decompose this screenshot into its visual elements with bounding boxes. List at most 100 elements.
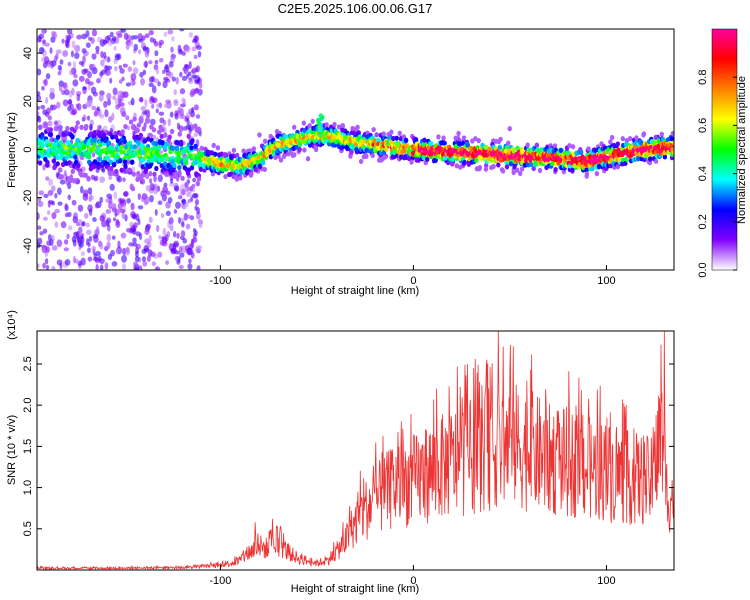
spectrogram-cell bbox=[139, 71, 144, 78]
spectrogram-cell bbox=[37, 160, 43, 166]
spectrogram-cell bbox=[177, 195, 183, 200]
spectrogram-cell bbox=[154, 209, 158, 216]
spectrogram-cell bbox=[60, 161, 66, 168]
spectrogram-cell bbox=[173, 100, 179, 107]
spectrogram-cell bbox=[119, 144, 124, 150]
spectrogram-cell bbox=[56, 259, 63, 266]
spectrogram-cell bbox=[193, 132, 198, 137]
spectrogram-cell bbox=[497, 145, 502, 151]
spectrogram-ylabel: Frequency (Hz) bbox=[6, 112, 18, 188]
spectrogram-cell bbox=[131, 124, 136, 131]
spectrogram-xlabel: Height of straight line (km) bbox=[291, 285, 419, 297]
spectrogram-cell bbox=[78, 226, 83, 234]
spectrogram-cell bbox=[141, 126, 147, 132]
y-tick-label: 40 bbox=[22, 47, 34, 59]
spectrogram-cell bbox=[74, 52, 80, 60]
spectrogram-cell bbox=[108, 202, 114, 208]
spectrogram-cell bbox=[194, 79, 200, 85]
spectrogram-cell bbox=[135, 243, 141, 250]
y-tick-label: 0 bbox=[22, 146, 34, 152]
spectrogram-cell bbox=[491, 163, 496, 170]
spectrogram-cell bbox=[91, 29, 98, 37]
spectrogram-cell bbox=[155, 267, 159, 270]
spectrogram-cell bbox=[99, 215, 105, 222]
spectrogram-cell bbox=[95, 250, 101, 257]
spectrogram-cell bbox=[389, 129, 394, 135]
spectrogram-cell bbox=[570, 167, 575, 173]
spectrogram-cell bbox=[97, 124, 102, 131]
spectrogram-cell bbox=[578, 149, 584, 155]
spectrogram-cell bbox=[252, 158, 257, 165]
spectrogram-cell bbox=[165, 78, 171, 83]
spectrogram-cell bbox=[487, 146, 493, 152]
spectrogram-cell bbox=[450, 161, 455, 167]
spectrogram-cell bbox=[41, 86, 45, 91]
spectrogram-cell bbox=[500, 168, 506, 174]
spectrogram-cell bbox=[305, 156, 311, 162]
spectrogram-cell bbox=[94, 202, 100, 209]
spectrogram-cell bbox=[157, 174, 163, 183]
spectrogram-cell bbox=[73, 212, 78, 221]
spectrogram-cell bbox=[52, 31, 58, 40]
figure-title: C2E5.2025.106.00.06.G17 bbox=[278, 1, 433, 16]
spectrogram-cell bbox=[177, 131, 183, 137]
spectrogram-cell bbox=[173, 89, 177, 96]
spectrogram-cell bbox=[586, 146, 591, 152]
spectrogram-cell bbox=[178, 139, 184, 145]
spectrogram-cell bbox=[584, 171, 590, 177]
spectrogram-cell bbox=[179, 71, 183, 78]
spectrogram-cell bbox=[109, 77, 113, 84]
spectrogram-cell bbox=[177, 48, 183, 55]
spectrogram-cell bbox=[100, 59, 105, 67]
colorbar-tick-label: 0.0 bbox=[697, 262, 709, 277]
spectrogram-cell bbox=[234, 152, 240, 158]
spectrogram-cell bbox=[47, 131, 53, 137]
spectrogram-cell bbox=[193, 159, 199, 166]
spectrogram-cell bbox=[125, 227, 132, 233]
spectrogram-cell bbox=[37, 36, 42, 43]
spectrogram-cell bbox=[120, 129, 125, 135]
spectrogram-cell bbox=[115, 218, 120, 226]
spectrogram-cell bbox=[165, 201, 171, 209]
spectrogram-cell bbox=[191, 46, 197, 52]
snr-ylabel: SNR (10 * v/v) bbox=[6, 415, 18, 485]
spectrogram-cell bbox=[55, 161, 60, 167]
spectrogram-cell bbox=[145, 223, 151, 230]
spectrogram-cell bbox=[88, 235, 93, 242]
spectrogram-cell bbox=[37, 94, 42, 102]
spectrogram-cell bbox=[185, 214, 192, 219]
spectrogram-cell bbox=[116, 175, 123, 183]
spectrogram-cell bbox=[87, 204, 93, 213]
spectrogram-cell bbox=[141, 196, 145, 203]
spectrogram-cell bbox=[64, 39, 69, 48]
spectrogram-cell bbox=[140, 114, 144, 119]
spectrogram-cell bbox=[135, 231, 141, 237]
spectrogram-cell bbox=[187, 198, 191, 204]
spectrogram-cell bbox=[307, 123, 312, 129]
spectrogram-cell bbox=[85, 229, 92, 235]
spectrogram-cell bbox=[262, 138, 268, 144]
spectrogram-cell bbox=[103, 100, 108, 108]
spectrogram-cell bbox=[160, 127, 165, 133]
spectrogram-cell bbox=[106, 140, 112, 146]
spectrogram-cell bbox=[151, 85, 157, 94]
spectrogram-cell bbox=[40, 104, 46, 110]
spectrogram-cell bbox=[531, 165, 536, 172]
spectrogram-cell bbox=[82, 114, 87, 121]
spectrogram-cell bbox=[37, 212, 40, 221]
spectrogram-cell bbox=[130, 159, 135, 165]
spectrogram-cell bbox=[180, 230, 186, 238]
spectrogram-cell bbox=[125, 248, 131, 256]
spectrogram-cell bbox=[476, 138, 481, 144]
spectrogram-cell bbox=[176, 232, 180, 239]
spectrogram-cell bbox=[148, 82, 154, 88]
spectrogram-cell bbox=[81, 221, 86, 227]
spectrogram-cell bbox=[151, 127, 157, 133]
spectrogram-cell bbox=[181, 198, 187, 206]
spectrogram-cell bbox=[416, 157, 421, 163]
spectrogram-cell bbox=[358, 158, 364, 165]
spectrogram-cell bbox=[168, 164, 173, 170]
spectrogram-cell bbox=[170, 248, 174, 253]
spectrogram-cell bbox=[138, 49, 142, 55]
spectrogram-cell bbox=[75, 120, 80, 126]
